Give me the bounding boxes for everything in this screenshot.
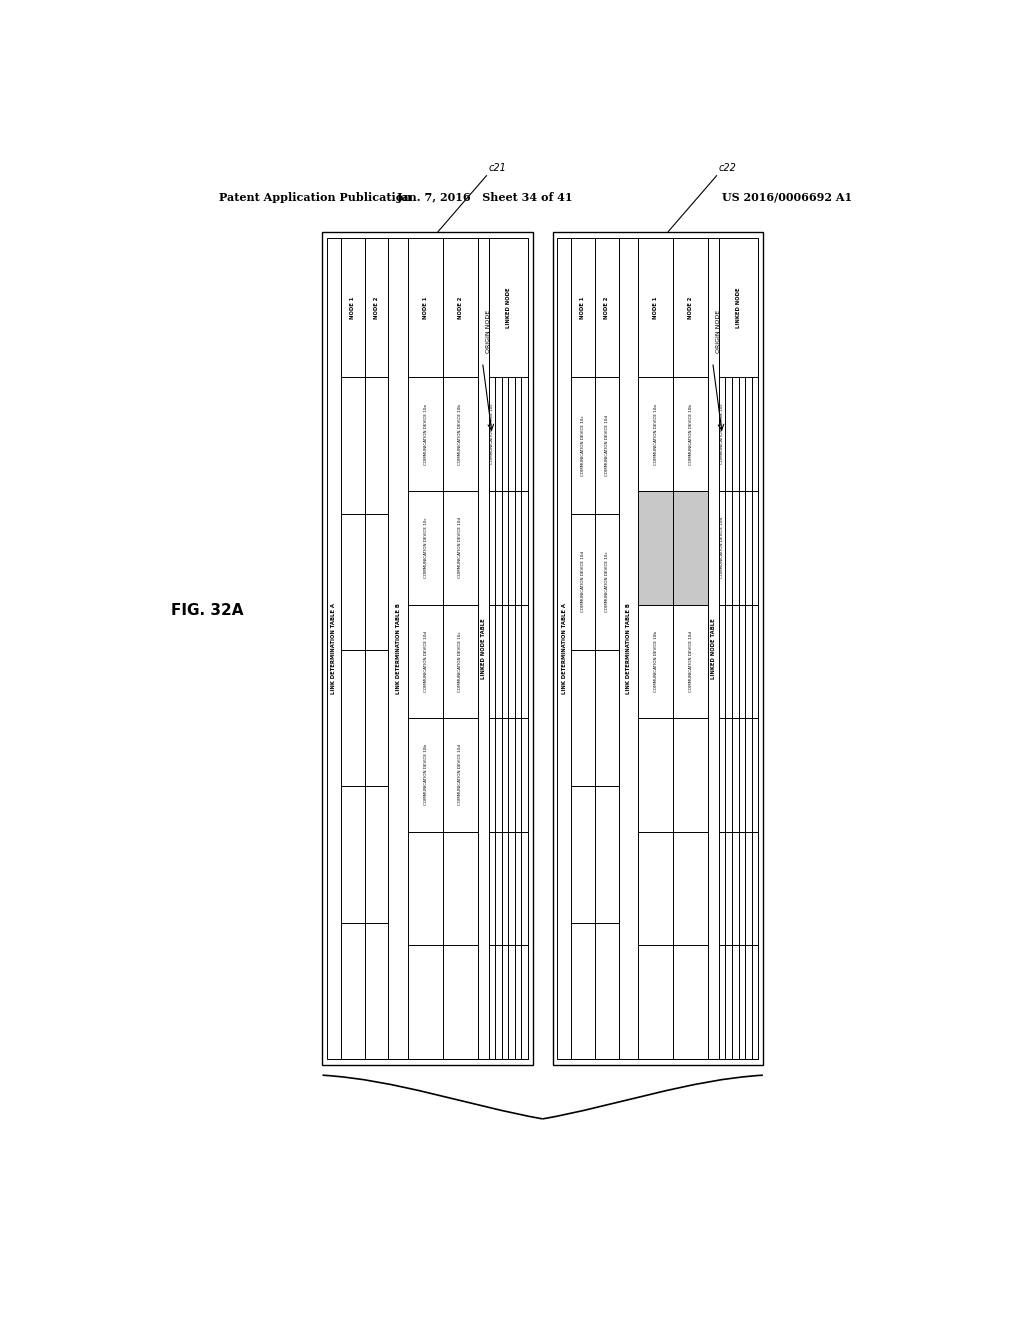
- Text: COMMUNICATION DEVICE 10a: COMMUNICATION DEVICE 10a: [424, 404, 427, 465]
- Text: US 2016/0006692 A1: US 2016/0006692 A1: [722, 191, 852, 202]
- Text: LINK DETERMINATION TABLE A: LINK DETERMINATION TABLE A: [332, 603, 337, 694]
- Text: LINKED NODE TABLE: LINKED NODE TABLE: [481, 618, 485, 678]
- Text: NODE 2: NODE 2: [604, 296, 609, 318]
- Text: COMMUNICATION DEVICE 10c: COMMUNICATION DEVICE 10c: [424, 517, 427, 578]
- Text: COMMUNICATION DEVICE 10d: COMMUNICATION DEVICE 10d: [459, 744, 463, 805]
- Text: LINKED NODE TABLE: LINKED NODE TABLE: [711, 618, 716, 678]
- Text: COMMUNICATION DEVICE 10d: COMMUNICATION DEVICE 10d: [720, 517, 724, 578]
- Text: c21: c21: [488, 162, 507, 173]
- Text: COMMUNICATION DEVICE 10a: COMMUNICATION DEVICE 10a: [653, 404, 657, 465]
- Text: LINKED NODE: LINKED NODE: [736, 288, 741, 327]
- Text: NODE 1: NODE 1: [653, 296, 658, 318]
- Text: NODE 2: NODE 2: [458, 296, 463, 318]
- Text: COMMUNICATION DEVICE 10d: COMMUNICATION DEVICE 10d: [581, 552, 585, 612]
- Text: COMMUNICATION DEVICE 10b: COMMUNICATION DEVICE 10b: [424, 744, 427, 805]
- Text: Patent Application Publication: Patent Application Publication: [219, 191, 412, 202]
- Bar: [328, 238, 388, 1059]
- Text: NODE 1: NODE 1: [350, 296, 355, 318]
- Text: FIG. 32A: FIG. 32A: [171, 603, 244, 618]
- Bar: [618, 238, 708, 1059]
- Text: ORIGIN NODE: ORIGIN NODE: [486, 310, 492, 354]
- Text: LINK DETERMINATION TABLE B: LINK DETERMINATION TABLE B: [395, 603, 400, 694]
- Bar: [638, 491, 708, 605]
- Text: COMMUNICATION DEVICE 10c: COMMUNICATION DEVICE 10c: [604, 552, 608, 612]
- Text: COMMUNICATION DEVICE 10d: COMMUNICATION DEVICE 10d: [604, 414, 608, 477]
- Text: COMMUNICATION DEVICE 10c: COMMUNICATION DEVICE 10c: [720, 404, 724, 465]
- Bar: [478, 238, 528, 1059]
- Text: COMMUNICATION DEVICE 10b: COMMUNICATION DEVICE 10b: [653, 631, 657, 692]
- Text: LINK DETERMINATION TABLE A: LINK DETERMINATION TABLE A: [561, 603, 566, 694]
- Text: Jan. 7, 2016   Sheet 34 of 41: Jan. 7, 2016 Sheet 34 of 41: [397, 191, 573, 202]
- Text: COMMUNICATION DEVICE 10b: COMMUNICATION DEVICE 10b: [459, 404, 463, 465]
- Text: COMMUNICATION DEVICE 10c: COMMUNICATION DEVICE 10c: [490, 404, 495, 465]
- Bar: [388, 238, 478, 1059]
- Bar: [557, 238, 618, 1059]
- Text: COMMUNICATION DEVICE 10c: COMMUNICATION DEVICE 10c: [581, 416, 585, 475]
- Text: LINK DETERMINATION TABLE B: LINK DETERMINATION TABLE B: [626, 603, 631, 694]
- Text: COMMUNICATION DEVICE 10d: COMMUNICATION DEVICE 10d: [459, 517, 463, 578]
- Bar: [553, 231, 763, 1065]
- Text: COMMUNICATION DEVICE 10d: COMMUNICATION DEVICE 10d: [424, 631, 427, 692]
- Text: c22: c22: [719, 162, 737, 173]
- Bar: [708, 238, 758, 1059]
- Text: LINKED NODE: LINKED NODE: [506, 288, 511, 327]
- Text: NODE 2: NODE 2: [688, 296, 693, 318]
- Text: COMMUNICATION DEVICE 10b: COMMUNICATION DEVICE 10b: [688, 404, 692, 465]
- Text: COMMUNICATION DEVICE 10c: COMMUNICATION DEVICE 10c: [459, 631, 463, 692]
- Text: ORIGIN NODE: ORIGIN NODE: [717, 310, 722, 354]
- Text: NODE 1: NODE 1: [581, 296, 586, 318]
- Text: NODE 1: NODE 1: [423, 296, 428, 318]
- Text: COMMUNICATION DEVICE 10d: COMMUNICATION DEVICE 10d: [688, 631, 692, 692]
- Bar: [323, 231, 532, 1065]
- Text: NODE 2: NODE 2: [374, 296, 379, 318]
